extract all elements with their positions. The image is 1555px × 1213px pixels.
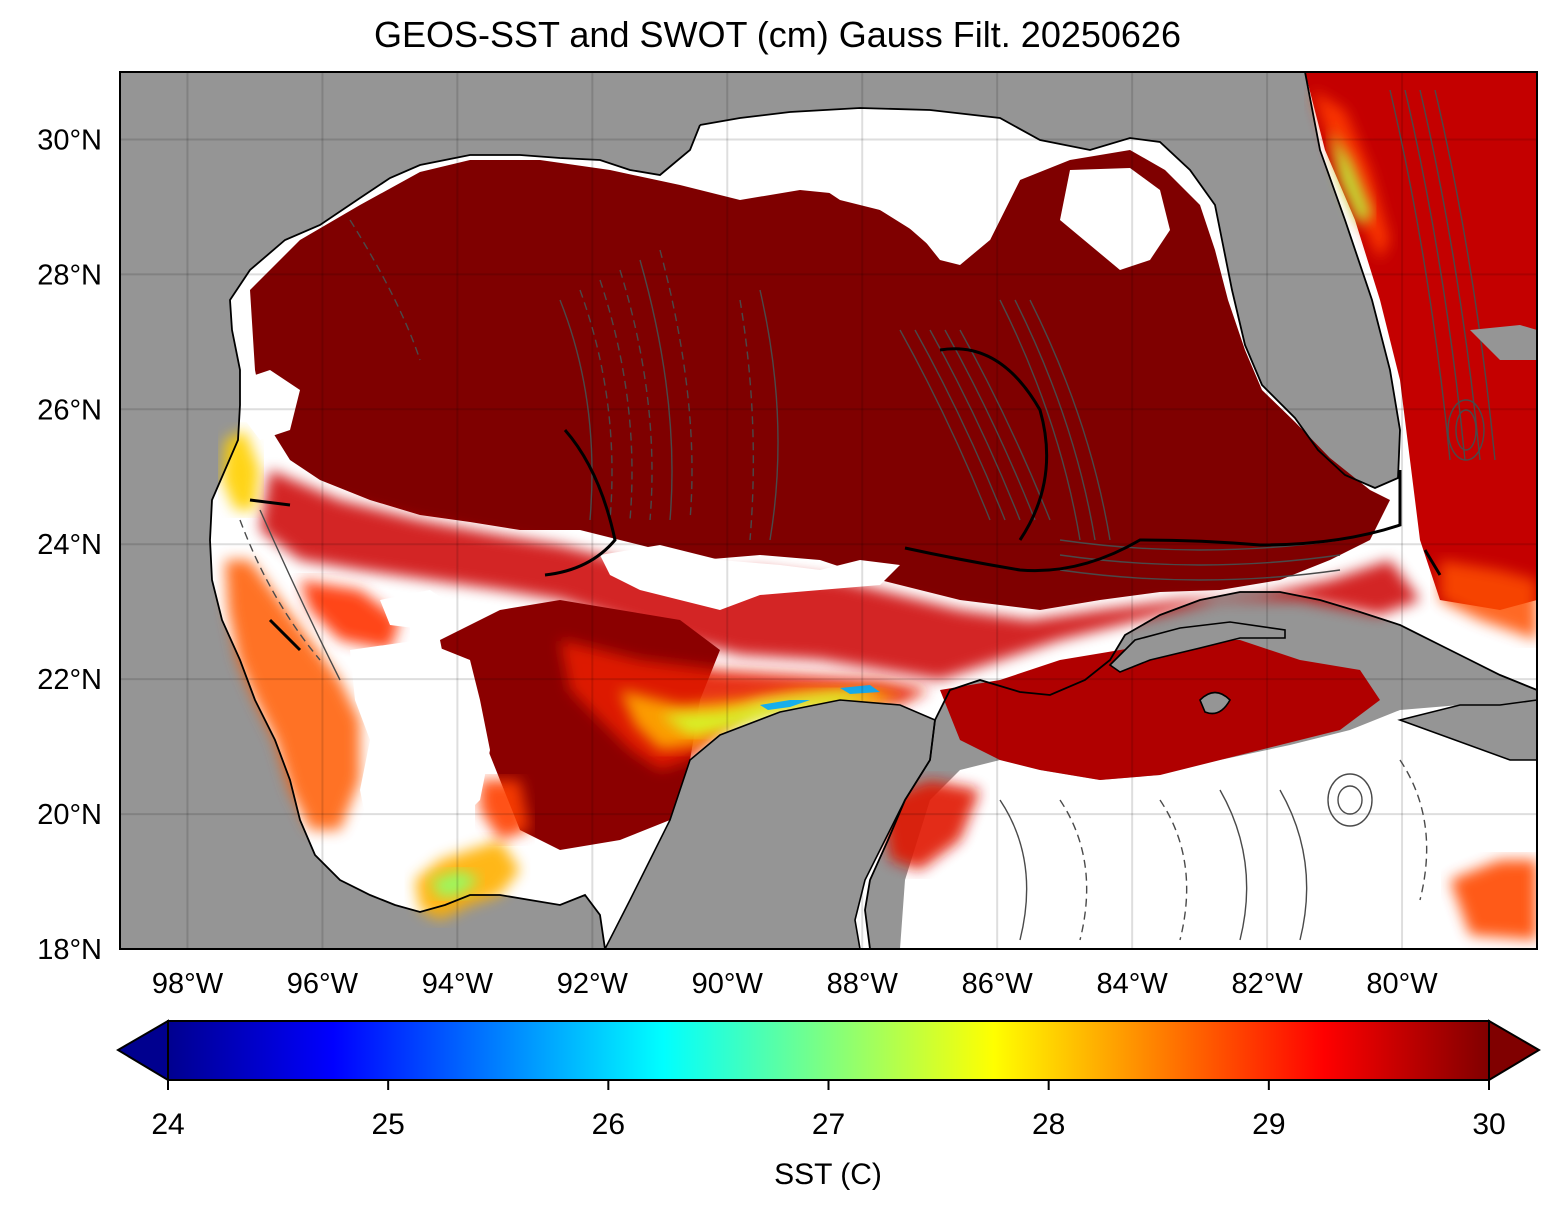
coastline (699, 72, 1401, 489)
lat-tick-label: 24°N (37, 529, 102, 561)
colorbar-gradient (167, 1020, 1490, 1081)
lon-tick-label: 80°W (1366, 968, 1438, 1000)
lon-tick-label: 98°W (152, 968, 224, 1000)
lat-tick-label: 26°N (37, 394, 102, 426)
colorbar-tick-label: 26 (592, 1108, 625, 1141)
colorbar-tick-label: 24 (151, 1108, 184, 1141)
lon-tick-label: 84°W (1097, 968, 1169, 1000)
yucatan-peninsula (604, 699, 936, 949)
lat-tick-label: 18°N (37, 934, 102, 966)
south-coast-land (1397, 699, 1537, 761)
lat-tick-label: 28°N (37, 259, 102, 291)
lat-tick-label: 30°N (37, 124, 102, 156)
lon-tick-label: 96°W (287, 968, 359, 1000)
lat-tick-label: 22°N (37, 664, 102, 696)
coastline-west (209, 124, 1537, 949)
colorbar-extend-low (116, 1019, 169, 1082)
cuba-island (1108, 621, 1286, 673)
colorbar-tick-label: 25 (371, 1108, 404, 1141)
lon-tick-label: 94°W (422, 968, 494, 1000)
longitude-axis: 98°W 96°W 94°W 92°W 90°W 88°W 86°W 84°W 82°W 80°W (152, 968, 1438, 1000)
lat-tick-label: 20°N (37, 799, 102, 831)
colorbar-ticks: 24 25 26 27 28 29 30 (151, 1080, 1506, 1141)
map-frame (119, 71, 1538, 950)
bahamas-land (1470, 325, 1537, 360)
isla-de-la-juventud (1199, 691, 1231, 715)
lon-tick-label: 82°W (1231, 968, 1303, 1000)
colorbar-tick-label: 28 (1032, 1108, 1065, 1141)
colorbar-extend-high (1488, 1019, 1541, 1082)
figure-title: GEOS-SST and SWOT (cm) Gauss Filt. 20250… (374, 14, 1181, 55)
colorbar: 24 25 26 27 28 29 30 SST (C) (116, 1019, 1541, 1191)
lon-tick-label: 88°W (827, 968, 899, 1000)
latitude-axis: 30°N 28°N 26°N 24°N 22°N 20°N 18°N (37, 124, 102, 966)
map-panel (120, 72, 1537, 949)
colorbar-tick-label: 27 (812, 1108, 845, 1141)
lon-tick-label: 90°W (692, 968, 764, 1000)
caribbean-water (900, 700, 1537, 949)
colorbar-label: SST (C) (774, 1158, 882, 1191)
swot-zero-contours (249, 347, 1442, 652)
lon-tick-label: 86°W (962, 968, 1034, 1000)
cloud-gaps (240, 120, 1170, 860)
lon-tick-label: 92°W (557, 968, 629, 1000)
swot-contours (239, 89, 1496, 941)
colorbar-tick-label: 30 (1472, 1108, 1505, 1141)
colorbar-tick-label: 29 (1252, 1108, 1285, 1141)
